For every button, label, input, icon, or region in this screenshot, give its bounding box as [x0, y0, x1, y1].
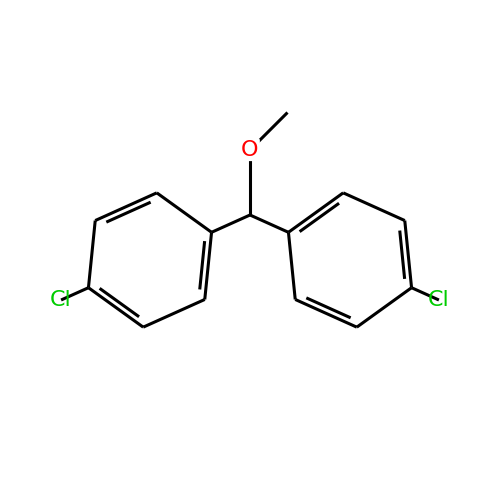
Text: Cl: Cl: [50, 290, 72, 310]
Text: Cl: Cl: [428, 290, 450, 310]
Text: O: O: [241, 140, 259, 160]
